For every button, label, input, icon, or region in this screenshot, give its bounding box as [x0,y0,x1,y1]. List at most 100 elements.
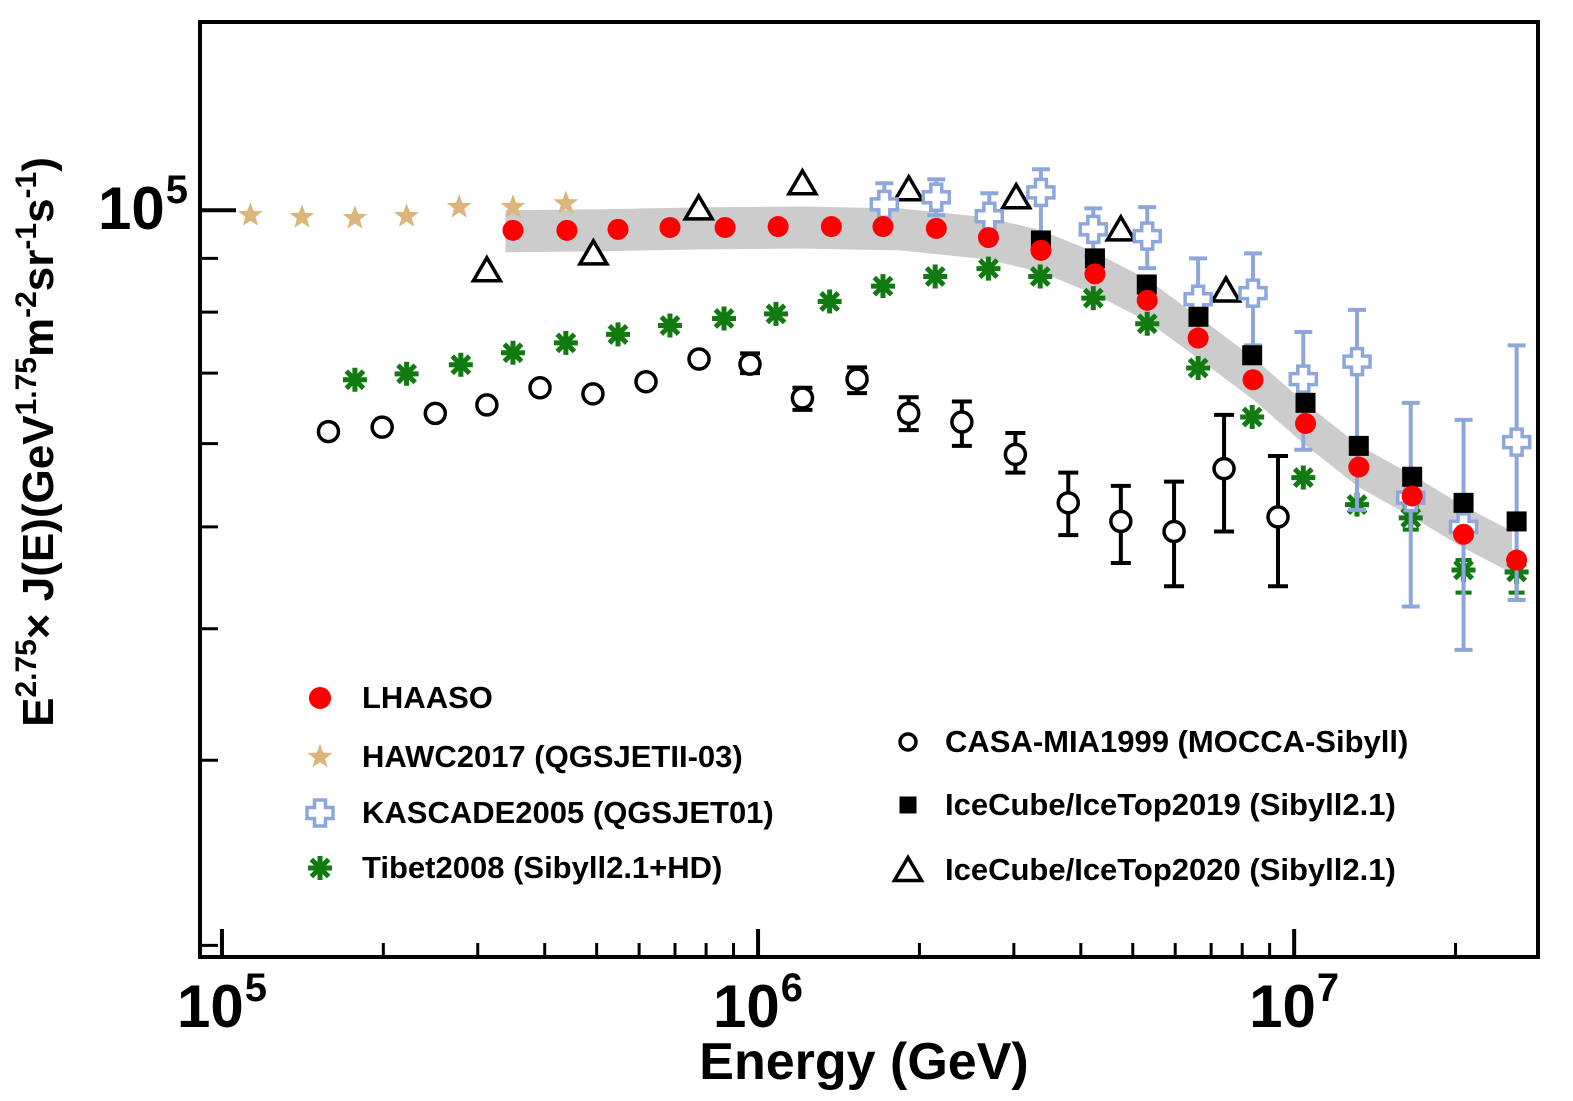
data-point [1109,509,1133,534]
data-point [714,216,736,238]
data-point [1401,485,1423,507]
data-point [1030,239,1052,261]
data-point [1186,355,1211,380]
data-point [607,218,629,240]
legend-marker-hawc [307,744,333,768]
x-tick-label: 105 [176,966,267,1040]
data-point [1187,327,1209,349]
x-tick-label: 107 [1249,966,1340,1040]
x-tick-label: 106 [713,966,804,1040]
data-point [394,203,419,227]
data-point [923,264,948,289]
data-point [423,401,448,426]
data-point [553,190,579,214]
legend-label-casa: CASA-MIA1999 (MOCCA-Sibyll) [945,724,1409,759]
data-point [1078,214,1109,245]
data-point [448,352,473,377]
legend-marker-icetop2019 [899,796,917,814]
data-point [921,182,952,212]
data-point [682,192,716,221]
plot-border [198,20,1540,959]
data-point [763,301,788,326]
data-point [785,167,819,196]
data-point [817,289,842,314]
data-point [634,369,658,394]
data-point [1056,491,1081,515]
legend-marker-tibet [308,856,332,880]
legend-label-hawc: HAWC2017 (QGSJETII-03) [362,739,743,774]
data-point [370,415,394,439]
data-point [870,274,895,299]
data-point [977,227,999,249]
data-point [976,256,1001,281]
data-point [1135,311,1160,336]
data-point [1506,549,1528,571]
data-point [1501,427,1532,457]
data-point [845,367,869,391]
data-point [1402,466,1423,487]
data-point [316,419,341,444]
data-point [1240,404,1265,429]
legend-label-lhaaso: LHAASO [362,680,493,715]
data-point [1238,278,1268,308]
data-point [581,382,605,406]
data-point [553,330,578,355]
series-tibet [342,256,1529,595]
data-point [1162,519,1186,544]
data-point [1288,364,1319,394]
data-point [925,217,947,239]
data-point [500,194,526,218]
data-point [1506,511,1527,532]
data-point [1081,286,1106,311]
data-point [1028,264,1053,289]
data-point [657,313,682,338]
data-point [289,204,315,228]
data-point [790,386,815,410]
legend-label-kascade: KASCADE2005 (QGSJET01) [362,795,774,830]
axis-ticks [200,208,1458,957]
data-point [342,205,368,229]
data-point [869,189,900,220]
data-point [1348,456,1370,478]
series-hawc [238,190,579,229]
data-point [1295,412,1317,434]
data-point [659,216,681,238]
data-point [502,219,524,241]
x-axis-title: Energy (GeV) [699,1033,1029,1091]
data-point [500,340,525,365]
legend-label-tibet: Tibet2008 (Sibyll2.1+HD) [362,850,723,885]
data-point [1295,392,1316,413]
data-point [1266,505,1290,529]
data-point [999,181,1033,210]
data-point [1084,263,1106,285]
data-point [606,322,631,347]
data-point [1453,492,1474,513]
legend-marker-icetop2020 [891,854,925,883]
data-point [820,216,842,238]
data-point [1453,523,1475,545]
lhaaso-systematic-band [505,206,1513,574]
data-point [712,306,737,331]
data-point [1242,369,1264,391]
data-point [872,216,894,238]
data-point [238,202,263,226]
data-point [1104,213,1138,242]
series-lhaaso [502,216,1528,571]
data-point [576,237,610,266]
legend-marker-kascade [305,798,335,828]
data-point [342,367,367,392]
data-point [687,347,711,371]
data-point [896,401,921,426]
series-icetop2019 [1030,230,1527,532]
legend-markers [305,686,925,883]
data-point [446,194,472,218]
data-point [528,376,552,400]
data-point [470,254,504,283]
data-point [1291,465,1316,490]
data-point [1003,442,1028,467]
data-point [1212,456,1236,481]
series-icetop2020 [470,167,1243,303]
data-point [892,173,926,202]
data-point [1348,435,1369,456]
